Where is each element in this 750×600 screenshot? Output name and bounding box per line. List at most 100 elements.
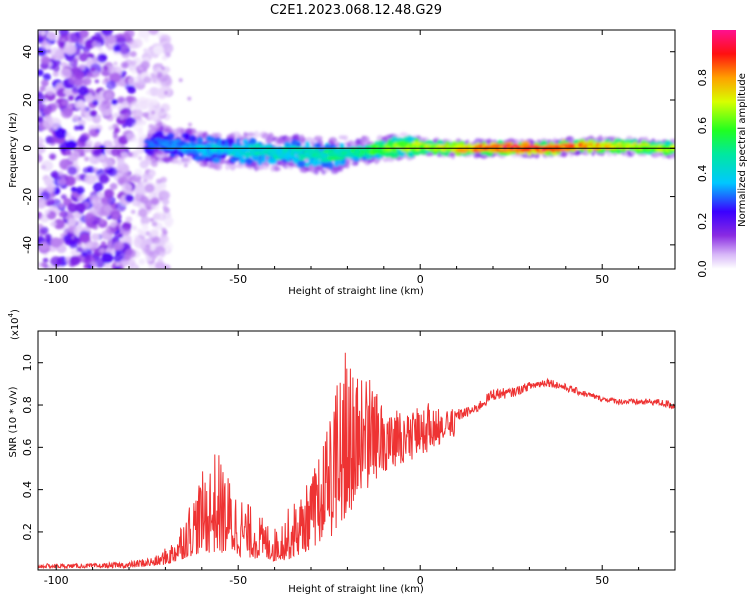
snr-content	[38, 352, 675, 570]
spectrogram-cell	[144, 183, 155, 193]
spectrogram-cell	[67, 202, 78, 213]
spectrogram-cell	[399, 132, 408, 138]
spectrogram-cell	[159, 251, 166, 258]
spectrogram-cell	[155, 261, 166, 269]
spectrogram-cell	[125, 216, 133, 223]
spectrogram-cell	[313, 135, 323, 141]
spectrogram-cell	[245, 151, 253, 157]
spectrogram-cell	[105, 80, 117, 90]
spectrogram-cell	[328, 162, 334, 170]
spectrogram-cell	[161, 54, 168, 61]
x-tick-label: 0	[417, 273, 424, 286]
spectrogram-cell	[381, 140, 386, 145]
y-tick-label: 0.2	[21, 523, 34, 541]
spectrogram-cell	[140, 216, 150, 225]
spectrogram-cell	[149, 87, 160, 97]
spectrogram-cell	[50, 256, 62, 267]
spectrogram-cell	[230, 164, 235, 171]
spectrogram-cell	[50, 137, 58, 145]
spectrogram-cell	[297, 160, 307, 168]
spectrogram-cell	[59, 143, 69, 152]
spectrogram-cell	[115, 261, 121, 267]
spectrogram-cell	[42, 118, 54, 129]
spectrogram-cell	[192, 136, 197, 142]
spectrogram-cell	[328, 137, 338, 144]
y-tick-label: -40	[21, 236, 34, 254]
spectrogram-cell	[133, 237, 143, 246]
spectrogram-cell	[38, 241, 49, 251]
spectrogram-cell	[65, 256, 71, 261]
spectrogram-cell	[50, 155, 55, 160]
colorbar-label: Normalized spectral amplitude	[737, 73, 748, 227]
spectrogram-cell	[89, 154, 101, 165]
snr-multiplier-exponent: 4	[7, 312, 15, 317]
spectrogram-cell	[102, 159, 114, 170]
spectrogram-cell	[60, 61, 68, 68]
spectrogram-cell	[40, 191, 51, 200]
spectrogram-cell	[241, 158, 247, 165]
spectrogram-cell	[84, 213, 96, 223]
spectrogram-cell	[339, 143, 345, 148]
spectrogram-cell	[76, 186, 85, 195]
spectrogram-cell	[89, 110, 98, 117]
spectrogram-cell	[45, 86, 56, 96]
spectrogram-cell	[209, 136, 217, 143]
spectrogram-cell	[121, 151, 129, 159]
colorbar: 0.0 0.2 0.4 0.6 0.8 Normalized spectral ampl…	[696, 30, 748, 278]
colorbar-gradient	[712, 30, 736, 269]
figure-title: C2E1.2023.068.12.48.G29	[270, 3, 442, 18]
y-tick-label: 20	[21, 93, 34, 107]
y-tick-label: 0.4	[21, 481, 34, 499]
spectrogram-cell	[50, 221, 57, 227]
spectrogram-cell	[153, 184, 162, 193]
spectrogram-cell	[97, 103, 107, 112]
spectrogram-cell	[38, 92, 45, 104]
spectrogram-cell	[75, 202, 86, 213]
spectrogram-cell	[90, 146, 103, 157]
colorbar-tick-label: 0.2	[696, 212, 709, 230]
spectrogram-cell	[63, 234, 72, 243]
spectrogram-cell	[148, 112, 159, 122]
spectrogram-cell	[38, 136, 44, 146]
spectrogram-cell	[150, 136, 156, 142]
spectrogram-cell	[117, 78, 127, 87]
spectrogram-cell	[69, 240, 78, 249]
spectrogram-cell	[161, 227, 167, 233]
spectrogram-cell	[131, 266, 137, 269]
spectrogram-cell	[130, 101, 141, 111]
spectrogram-cell	[134, 44, 139, 49]
spectrogram-cell	[597, 135, 604, 143]
spectrogram-cell	[67, 95, 75, 101]
spectrogram-cell	[77, 36, 84, 43]
spectrogram-cell	[159, 240, 166, 247]
y-tick-label: -20	[21, 188, 34, 206]
spectrogram-cell	[70, 249, 79, 257]
spectrogram-cell	[92, 99, 99, 106]
spectrogram-cell	[101, 252, 114, 264]
spectrogram-ylabel: Frequency (Hz)	[8, 112, 19, 188]
spectrogram-cell	[288, 162, 298, 168]
spectrogram-cell	[53, 218, 65, 230]
spectrogram-cell	[115, 36, 127, 47]
spectrogram-cell	[151, 230, 159, 237]
spectrogram-cell	[58, 211, 66, 218]
spectrogram-cell	[150, 246, 156, 252]
spectrogram-cell	[46, 184, 56, 193]
spectrogram-cell	[41, 160, 54, 172]
spectrogram-cell	[87, 167, 95, 174]
spectrogram-cell	[138, 258, 146, 265]
spectrogram-cell	[157, 257, 164, 263]
spectrogram-cell	[113, 254, 123, 263]
spectrogram-cell	[98, 174, 110, 184]
spectrogram-cell	[361, 135, 370, 143]
spectrogram-cell	[109, 182, 118, 190]
spectrogram-cell	[42, 257, 49, 263]
spectrogram-cell	[143, 139, 151, 144]
spectrogram-cell	[58, 178, 67, 186]
spectrogram-cell	[38, 223, 44, 231]
snr-series-line	[38, 352, 675, 570]
spectrogram-cell	[155, 178, 162, 185]
spectrogram-cell	[130, 60, 137, 66]
spectrogram-cell	[79, 233, 91, 244]
spectrogram-cell	[227, 138, 235, 145]
